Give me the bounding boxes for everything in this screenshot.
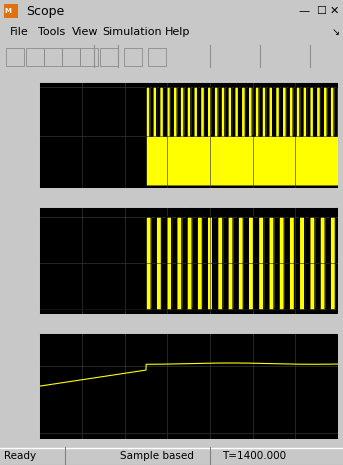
Text: Sample based: Sample based	[120, 451, 194, 461]
Text: File: File	[10, 27, 29, 37]
Bar	[62, 48, 80, 66]
Text: —: —	[298, 6, 309, 16]
Text: Scope: Scope	[26, 5, 64, 18]
Bar	[44, 48, 62, 66]
Title: BOILER CMD {OFF=0, ON=1}: BOILER CMD {OFF=0, ON=1}	[116, 197, 262, 207]
Text: View: View	[72, 27, 98, 37]
Bar	[6, 48, 24, 66]
Title: LED {OFF=0, RED=1, GREEN=2}: LED {OFF=0, RED=1, GREEN=2}	[107, 71, 271, 81]
Bar	[148, 48, 166, 66]
Bar	[4, 4, 18, 18]
Text: M: M	[4, 8, 11, 14]
Text: ↘: ↘	[332, 27, 340, 37]
Text: Help: Help	[165, 27, 190, 37]
Text: T=1400.000: T=1400.000	[222, 451, 286, 461]
Title: TEMP (deg C): TEMP (deg C)	[156, 322, 221, 332]
Text: Simulation: Simulation	[102, 27, 162, 37]
Bar	[100, 48, 118, 66]
Text: ✕: ✕	[330, 6, 339, 16]
Text: Tools: Tools	[38, 27, 65, 37]
Text: Ready: Ready	[4, 451, 36, 461]
Text: ☐: ☐	[316, 6, 326, 16]
Bar	[26, 48, 44, 66]
Bar	[124, 48, 142, 66]
Bar	[80, 48, 98, 66]
